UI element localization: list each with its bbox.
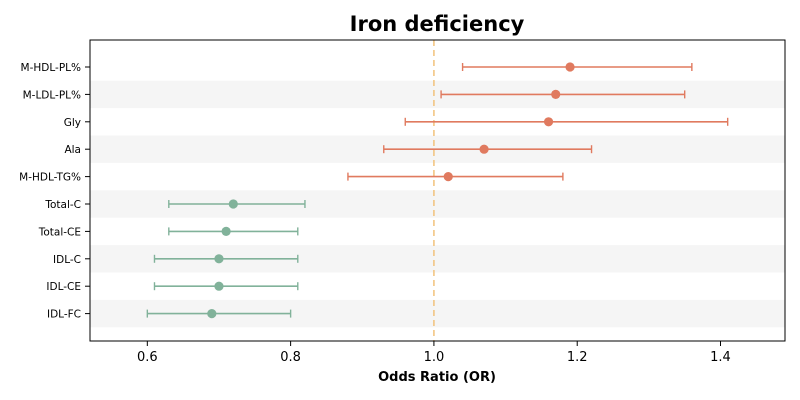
estimate-point <box>443 172 453 182</box>
y-tick-label: M-LDL-PL% <box>23 89 81 101</box>
estimate-row <box>153 254 299 264</box>
estimate-row <box>153 281 299 291</box>
y-axis: M-HDL-PL% M-LDL-PL% Gly Ala M-HDL-TG% Total-C… <box>19 62 90 321</box>
y-tick-label: Gly <box>64 117 81 129</box>
estimate-point <box>551 89 561 99</box>
plot-frame <box>89 39 786 342</box>
chart-title: Iron deficiency <box>350 12 525 36</box>
estimate-point <box>221 226 231 236</box>
y-tick-label: Ala <box>64 144 81 156</box>
x-tick-label: 1.4 <box>710 350 731 365</box>
estimate-row <box>347 172 564 182</box>
error-bars <box>146 62 729 319</box>
y-tick-label: IDL-CE <box>46 281 81 293</box>
estimate-row <box>404 117 729 127</box>
y-tick-label: Total-CE <box>38 226 81 238</box>
estimate-row <box>168 226 299 236</box>
estimate-point <box>565 62 575 72</box>
estimate-point <box>543 117 554 127</box>
estimate-row <box>440 89 686 99</box>
estimate-row <box>168 199 306 209</box>
x-axis-label: Odds Ratio (OR) <box>378 370 496 385</box>
x-axis: 0.6 0.8 1.0 1.2 1.4 <box>137 341 731 365</box>
x-tick-label: 1.0 <box>424 350 445 365</box>
estimate-point <box>479 144 489 154</box>
estimate-row <box>146 309 292 319</box>
estimate-row <box>461 62 693 72</box>
estimate-point <box>228 199 238 209</box>
estimate-row <box>383 144 593 154</box>
x-tick-label: 1.2 <box>567 350 588 365</box>
y-tick-label: Total-C <box>44 199 81 211</box>
estimate-point <box>214 254 224 264</box>
y-tick-label: M-HDL-TG% <box>19 172 81 184</box>
y-tick-label: M-HDL-PL% <box>21 62 81 74</box>
x-tick-label: 0.8 <box>280 350 301 365</box>
y-tick-label: IDL-C <box>53 254 81 266</box>
estimate-point <box>214 281 224 291</box>
estimate-point <box>207 309 217 319</box>
x-tick-label: 0.6 <box>137 350 158 365</box>
y-tick-label: IDL-FC <box>47 309 81 321</box>
